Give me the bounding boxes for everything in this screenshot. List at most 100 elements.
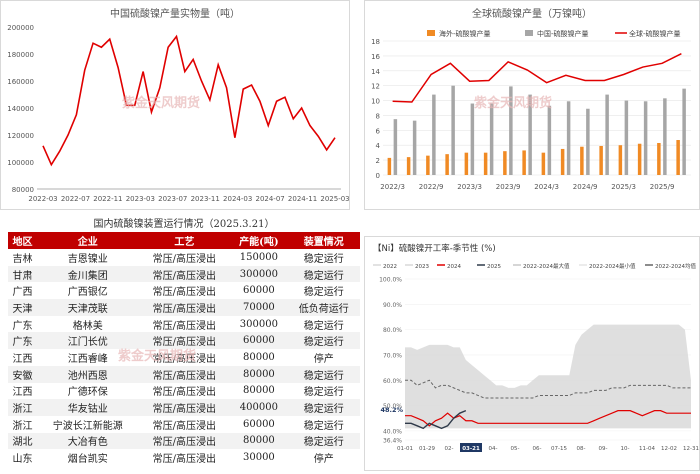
chart3-x-tick: 05- — [511, 446, 520, 452]
chart3-x-tick: 10- — [621, 446, 630, 452]
chart2-bar-overseas — [560, 148, 565, 175]
chart1-y-tick: 140000 — [7, 105, 34, 113]
chart2-x-tick: 2024/3 — [534, 183, 559, 191]
chart1-x-tick: 2022-07 — [61, 195, 90, 203]
chart3-y-tick: 40.0% — [383, 428, 402, 435]
seasonality-chart: 【Ni】硫酸镍开工率-季节性 (%) 2022 2023 2024 2025 2022-… — [373, 243, 699, 452]
chart3-y-tick: 50.0% — [383, 403, 402, 410]
chart3-range-band — [405, 324, 691, 429]
table-cell: 400000 — [230, 399, 288, 416]
chart2-legend-swatch — [525, 30, 533, 36]
chart3-x-tick: 01-01 — [397, 446, 413, 452]
table-cell: 70000 — [230, 299, 288, 316]
chart2-bar-china — [470, 103, 475, 175]
chart2-x-tick: 2022/9 — [419, 183, 444, 191]
china-output-chart-panel: 中国硫酸镍产量实物量（吨） 80000 100000 120000 140000 160… — [0, 0, 350, 210]
chart3-x-tick: 09- — [599, 446, 608, 452]
table-cell: 60000 — [242, 418, 275, 430]
table-cell: 吉恩镍业 — [67, 253, 108, 265]
table-cell: 60000 — [242, 285, 275, 297]
table-cell: 江西睿峰 — [67, 353, 108, 365]
table-row: 广东 格林美 常压/高压浸出 300000 稳定运行 — [8, 316, 360, 333]
chart2-bar-overseas — [618, 145, 623, 175]
table-cell: 稳定运行 — [287, 365, 360, 383]
chart2-y-tick: 10 — [371, 98, 380, 106]
chart1-x-tick: 2024-07 — [255, 195, 284, 203]
chart3-2024-line — [405, 410, 691, 427]
chart3-y-tick: 60.0% — [383, 378, 402, 385]
table-cell: 停产 — [313, 454, 334, 466]
chart2-x-tick: 2023/3 — [457, 183, 482, 191]
chart2-y-tick: 6 — [376, 127, 381, 135]
chart1-y-tick: 120000 — [7, 132, 34, 140]
table-cell: 常压/高压浸出 — [152, 287, 217, 299]
table-header-cell: 产能(吨) — [230, 232, 288, 249]
chart3-x-tick: 03-21 — [462, 446, 480, 452]
table-cell: 烟台凯实 — [67, 454, 108, 466]
table-row: 浙江 华友钴业 常压/高压浸出 400000 稳定运行 — [8, 399, 360, 416]
table-row: 吉林 吉恩镍业 常压/高压浸出 150000 稳定运行 — [8, 249, 360, 266]
chart1-y-tick: 80000 — [12, 186, 34, 194]
chart2-bar-overseas — [522, 150, 526, 175]
chart2-legend-label: 全球-硫酸镍产量 — [629, 29, 681, 38]
chart1-x-tick: 2022-11 — [93, 195, 122, 203]
chart3-2025-line — [405, 409, 467, 430]
chart2-bar-china — [682, 88, 686, 175]
table-cell: 80000 — [242, 351, 275, 363]
chart2-bar-china — [586, 108, 590, 175]
table-cell: 安徽 — [8, 365, 37, 383]
chart3-legend-label: 2022-2024最大值 — [523, 262, 570, 270]
chart1-x-tick: 2024-11 — [288, 195, 317, 203]
chart2-bar-china — [547, 105, 552, 175]
chart3-legend-label: 2022 — [383, 264, 397, 270]
table-cell: 稳定运行 — [303, 420, 344, 432]
table-row: 安徽 池州西恩 常压/高压浸出 80000 稳定运行 — [8, 365, 360, 383]
chart2-legend-swatch — [427, 30, 435, 36]
table-row: 江西 江西睿峰 常压/高压浸出 80000 停产 — [8, 349, 360, 366]
table-cell: 稳定运行 — [287, 399, 360, 416]
chart2-bar-overseas — [503, 151, 507, 175]
table-cell: 广东 — [8, 332, 37, 350]
chart2-bar-china — [624, 100, 629, 175]
watermark-logo: 紫金天风期货 — [122, 92, 200, 111]
chart3-legend-label: 2022-2024均值 — [655, 262, 696, 270]
chart2-x-tick: 2023/9 — [496, 183, 521, 191]
table-cell: 低负荷运行 — [287, 299, 360, 316]
chart2-bar-overseas — [445, 154, 449, 175]
table-cell: 甘肃 — [8, 265, 37, 283]
watermark-text: 紫金天风期货 — [474, 96, 553, 111]
table-cell: 常压/高压浸出 — [138, 332, 231, 350]
table-row: 甘肃 金川集团 常压/高压浸出 300000 稳定运行 — [8, 265, 360, 283]
chart2-y-tick: 18 — [371, 38, 380, 46]
table-row: 天津 天津茂联 常压/高压浸出 70000 低负荷运行 — [8, 299, 360, 316]
chart2-x-tick: 2025/9 — [650, 183, 675, 191]
watermark-text: 紫金天风期货 — [118, 349, 197, 364]
chart2-bar-overseas — [599, 145, 603, 175]
table-cell: 广东 — [12, 320, 33, 332]
chart3-x-tick: 01-29 — [419, 446, 435, 452]
chart2-bar-china — [509, 86, 513, 175]
table-header-cell: 地区 — [8, 232, 37, 249]
table-title: 国内硫酸镍装置运行情况（2025.3.21） — [93, 219, 275, 230]
chart2-x-tick: 2024/9 — [573, 183, 598, 191]
chart2-bar-china — [663, 98, 667, 175]
table-header-cell: 装置情况 — [287, 232, 360, 249]
watermark-logo: 紫金天风期货 — [118, 345, 196, 364]
chart3-x-tick: 08- — [577, 446, 586, 452]
table-cell: 30000 — [242, 452, 275, 464]
table-row: 湖北 大冶有色 常压/高压浸出 80000 稳定运行 — [8, 432, 360, 450]
table-cell: 300000 — [230, 265, 288, 283]
table-cell: 稳定运行 — [303, 287, 344, 299]
table-cell: 江门长优 — [36, 332, 139, 350]
chart2-y-tick: 0 — [376, 172, 380, 180]
table-row: 浙江 宁波长江新能源 常压/高压浸出 60000 稳定运行 — [8, 416, 360, 433]
chart3-y-tick: 70.0% — [383, 352, 402, 359]
table-cell: 常压/高压浸出 — [152, 454, 217, 466]
table-cell: 宁波长江新能源 — [52, 420, 123, 432]
table-cell: 浙江 — [12, 420, 33, 432]
chart2-bar-overseas — [676, 140, 680, 175]
chart1-x-tick: 2023-07 — [158, 195, 187, 203]
table-cell: 常压/高压浸出 — [152, 320, 217, 332]
chart2-global-line — [392, 52, 682, 103]
table-cell: 天津茂联 — [36, 299, 139, 316]
